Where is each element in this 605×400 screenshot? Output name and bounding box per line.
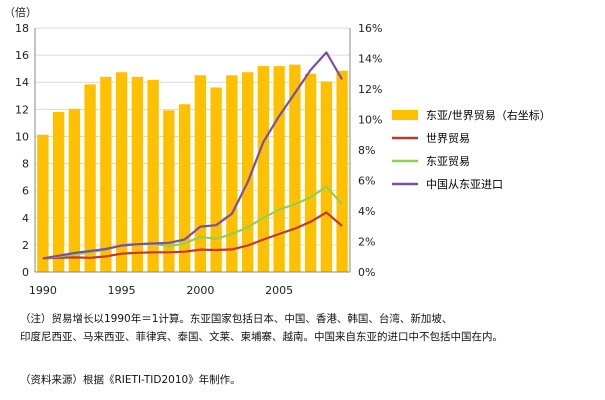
x-tick-label: 2000 — [186, 284, 214, 297]
trade-growth-chart: 0 2 4 6 8 10 12 14 16 18 0% 2% 4% 6% 8% 10% 12% 14% 16% 199… — [4, 5, 551, 297]
x-tick-label: 2005 — [265, 284, 293, 297]
bar — [304, 73, 317, 272]
bar — [336, 70, 348, 272]
bar — [84, 84, 96, 272]
right-tick-label: 4% — [358, 205, 375, 218]
bar — [320, 81, 333, 272]
bar — [68, 108, 81, 272]
left-tick-label: 2 — [22, 239, 29, 252]
bar — [241, 72, 254, 272]
right-tick-label: 16% — [358, 22, 382, 35]
left-tick-label: 0 — [22, 266, 29, 279]
right-tick-label: 8% — [358, 144, 375, 157]
left-tick-label: 4 — [22, 212, 29, 225]
right-tick-label: 12% — [358, 83, 382, 96]
bar — [194, 75, 207, 273]
gridlines — [35, 27, 350, 273]
bar — [52, 111, 65, 272]
left-tick-label: 8 — [22, 158, 29, 171]
right-tick-label: 6% — [358, 175, 375, 188]
left-axis-unit-label: （倍） — [4, 5, 37, 19]
right-tick-label: 14% — [358, 53, 382, 66]
footnote-line-1: （注）贸易增长以1990年＝1计算。东亚国家包括日本、中国、香港、韩国、台湾、新… — [20, 313, 453, 325]
right-tick-label: 10% — [358, 114, 382, 127]
x-tick-label: 1995 — [108, 284, 136, 297]
legend-label: 世界贸易 — [426, 132, 470, 145]
right-tick-label: 2% — [358, 236, 375, 249]
left-tick-label: 10 — [15, 130, 29, 143]
bar — [257, 66, 270, 272]
series-line — [42, 185, 343, 260]
legend-swatch-bar — [392, 110, 418, 120]
series-line — [42, 51, 344, 260]
left-tick-label: 6 — [22, 185, 29, 198]
legend-label: 中国从东亚进口 — [426, 178, 503, 191]
legend-label: 东亚贸易 — [426, 155, 470, 168]
left-tick-label: 18 — [15, 22, 29, 35]
right-tick-label: 0% — [358, 266, 375, 279]
bar — [131, 76, 144, 272]
bar — [147, 79, 159, 272]
bar — [37, 134, 49, 272]
footnote-line-2: 印度尼西亚、马来西亚、菲律宾、泰国、文莱、柬埔寨、越南。中国来自东亚的进口中不包… — [20, 331, 503, 343]
left-tick-label: 16 — [15, 49, 29, 62]
bar — [100, 76, 112, 272]
bar — [178, 104, 191, 272]
line-series — [42, 51, 344, 260]
bar — [226, 75, 238, 273]
bar — [210, 87, 222, 272]
left-tick-label: 12 — [15, 103, 29, 116]
bar-series — [37, 64, 348, 273]
axes — [34, 28, 351, 273]
bar — [289, 64, 301, 272]
x-tick-label: 1990 — [29, 284, 57, 297]
legend-label: 东亚/世界贸易（右坐标） — [426, 108, 551, 122]
bar — [273, 66, 285, 272]
bar — [115, 72, 128, 272]
bar — [163, 110, 175, 272]
left-tick-label: 14 — [15, 76, 29, 89]
tick-labels: 0 2 4 6 8 10 12 14 16 18 0% 2% 4% 6% 8% 10% 12% 14% 16% 199… — [15, 22, 382, 297]
source-note: （资料来源）根据《RIETI-TID2010》年制作。 — [20, 374, 241, 386]
series-line — [42, 211, 343, 260]
